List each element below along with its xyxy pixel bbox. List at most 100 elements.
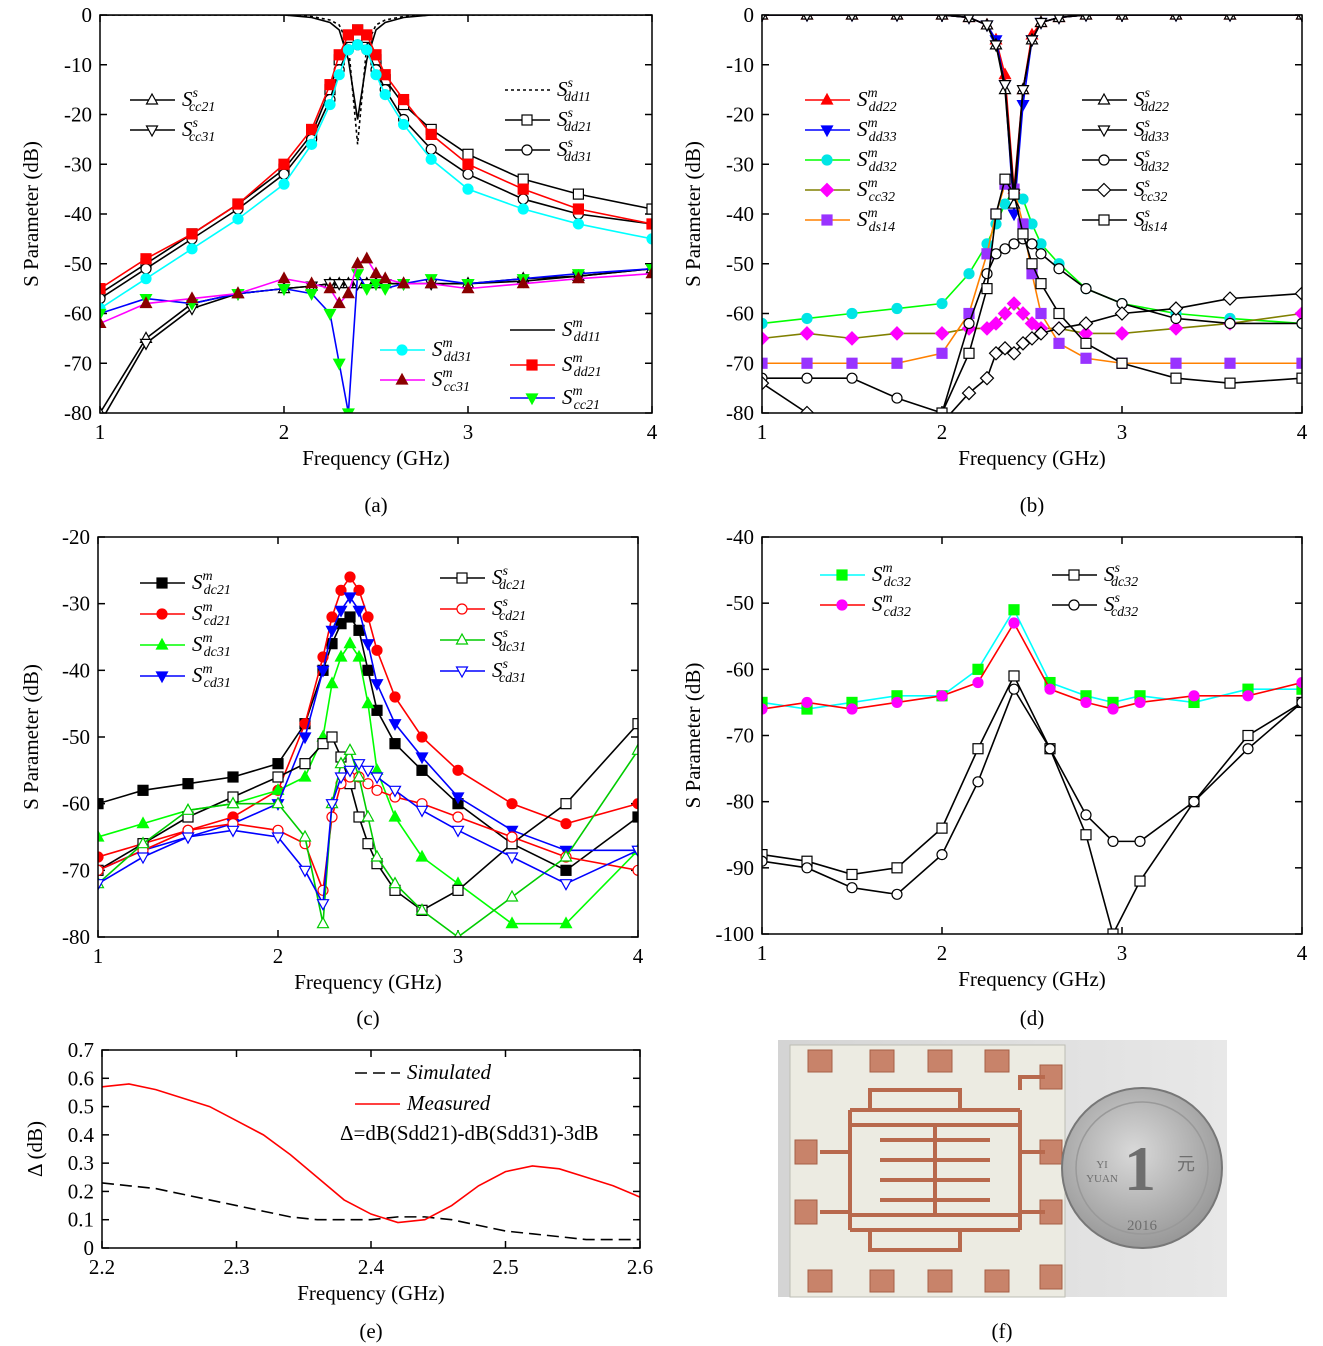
marker xyxy=(335,618,347,630)
caption: (a) xyxy=(364,493,387,517)
marker xyxy=(820,92,834,105)
legend-label: Ss cd31 xyxy=(492,657,526,686)
legend-label: Ss dd32 xyxy=(1134,146,1169,175)
plot-area xyxy=(762,15,1302,413)
marker xyxy=(799,405,815,413)
marker xyxy=(891,357,903,369)
chart: -80 -70 -60 -50 -40 -30 -20 -10 0 1 2 3 4 Frequency (… xyxy=(681,3,1308,517)
x-axis-label: Frequency (GHz) xyxy=(297,1281,445,1305)
marker xyxy=(525,393,539,406)
marker xyxy=(227,771,239,783)
marker xyxy=(370,772,384,785)
marker xyxy=(326,731,338,743)
marker xyxy=(999,173,1011,185)
marker xyxy=(361,809,375,822)
marker xyxy=(803,15,811,23)
marker xyxy=(999,198,1011,210)
x-tick-label: 3 xyxy=(463,420,474,444)
legend-label: Sm cd31 xyxy=(192,662,231,691)
series-line xyxy=(762,687,1302,896)
marker xyxy=(1024,331,1040,346)
series-line xyxy=(98,776,638,891)
marker xyxy=(182,778,194,790)
y-tick-label: 0 xyxy=(84,1236,95,1260)
marker xyxy=(1068,599,1080,611)
marker xyxy=(398,118,410,131)
marker xyxy=(361,639,375,651)
marker xyxy=(362,838,374,850)
marker xyxy=(762,848,768,861)
marker xyxy=(156,608,168,620)
marker xyxy=(999,243,1011,255)
marker xyxy=(891,888,903,900)
legend-label: Ss ds14 xyxy=(1134,206,1167,235)
marker xyxy=(1098,214,1110,226)
pcb-pads xyxy=(794,1049,1063,1293)
marker xyxy=(990,208,1002,220)
x-tick-label: 4 xyxy=(647,420,658,444)
marker xyxy=(298,732,312,745)
marker xyxy=(332,279,346,291)
marker xyxy=(155,637,169,650)
marker xyxy=(1224,377,1236,389)
x-tick-label: 4 xyxy=(633,944,644,968)
marker xyxy=(140,253,152,265)
marker xyxy=(981,283,993,295)
marker xyxy=(456,603,468,615)
marker xyxy=(846,307,858,320)
marker xyxy=(1114,306,1130,321)
marker xyxy=(645,266,652,279)
marker xyxy=(762,317,768,330)
marker xyxy=(325,799,339,811)
marker xyxy=(836,599,848,611)
x-tick-label: 2.6 xyxy=(627,1255,653,1279)
marker xyxy=(298,769,312,782)
marker xyxy=(395,372,409,385)
marker xyxy=(1008,188,1020,200)
marker xyxy=(1096,182,1112,198)
marker xyxy=(332,296,346,309)
marker xyxy=(1026,238,1038,250)
legend-label: Sm cd32 xyxy=(872,591,911,620)
marker xyxy=(762,696,768,709)
marker xyxy=(371,644,383,656)
marker xyxy=(646,233,652,245)
marker xyxy=(972,676,984,689)
y-tick-label: -40 xyxy=(726,525,754,549)
marker xyxy=(415,903,429,915)
marker xyxy=(397,276,411,289)
marker xyxy=(516,276,530,289)
y-axis-label: S Parameter (dB) xyxy=(19,141,43,287)
marker xyxy=(425,153,437,165)
y-tick-label: -60 xyxy=(64,302,92,326)
x-tick-label: 3 xyxy=(1117,941,1128,965)
marker xyxy=(342,29,354,41)
marker xyxy=(277,284,291,296)
y-tick-label: -100 xyxy=(716,922,755,946)
y-tick-label: -60 xyxy=(62,792,90,816)
marker xyxy=(278,178,290,190)
marker xyxy=(369,279,383,291)
marker xyxy=(646,218,652,230)
marker xyxy=(1080,809,1092,821)
x-tick-label: 3 xyxy=(453,944,464,968)
marker xyxy=(559,916,573,929)
marker xyxy=(136,852,150,865)
marker xyxy=(801,696,813,709)
marker xyxy=(352,769,366,782)
marker xyxy=(398,93,410,106)
marker xyxy=(506,831,518,843)
plot-frame xyxy=(97,536,639,938)
legend-label: Sm dd32 xyxy=(857,146,897,175)
marker xyxy=(388,719,402,731)
marker xyxy=(341,286,355,299)
y-tick-label: 0 xyxy=(82,3,93,27)
marker xyxy=(963,268,975,280)
marker xyxy=(631,743,638,755)
marker xyxy=(632,811,638,823)
marker xyxy=(981,268,993,280)
marker xyxy=(990,248,1002,260)
marker xyxy=(1044,683,1056,695)
marker xyxy=(1294,306,1302,321)
marker xyxy=(352,759,366,771)
